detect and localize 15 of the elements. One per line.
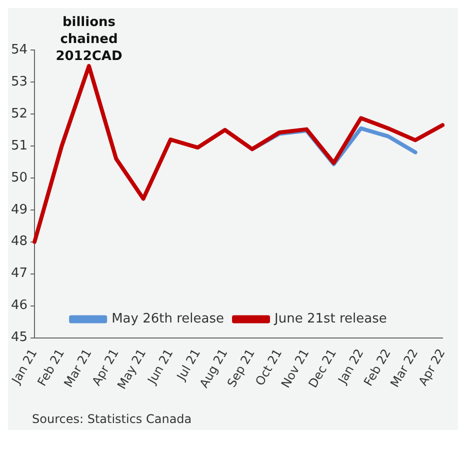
y-tick-label: 45 <box>10 330 28 346</box>
x-tick-label: Jun 21 <box>144 346 176 388</box>
y-tick-label: 53 <box>10 74 28 90</box>
legend-label: June 21st release <box>274 312 387 327</box>
y-tick-label: 54 <box>10 42 28 58</box>
y-tick-label: 49 <box>10 202 28 218</box>
legend-label: May 26th release <box>112 312 224 327</box>
y-tick-label: 46 <box>10 298 28 314</box>
y-tick-label: 51 <box>10 138 28 154</box>
y-tick-label: 50 <box>10 170 28 186</box>
source-note: Sources: Statistics Canada <box>31 411 193 428</box>
y-tick-label: 48 <box>10 234 28 250</box>
y-axis-title: billions chained 2012CAD <box>54 14 124 65</box>
y-tick-label: 52 <box>10 106 28 122</box>
y-tick-label: 47 <box>10 266 28 282</box>
